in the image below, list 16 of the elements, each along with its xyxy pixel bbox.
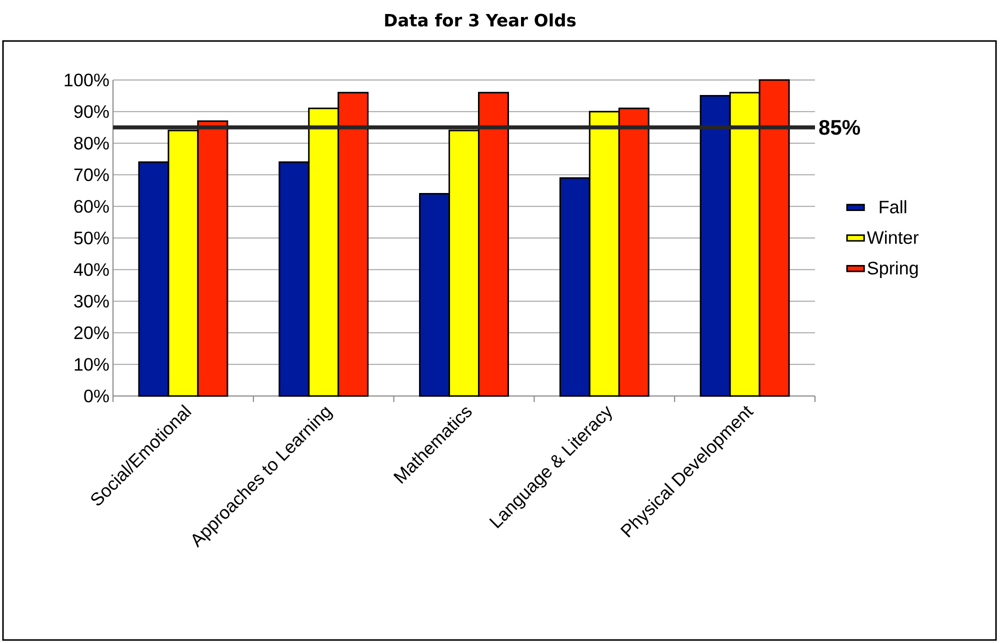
- legend-label: Spring: [868, 261, 918, 278]
- y-tick-label: 80%: [74, 136, 109, 150]
- y-tick-label: 90%: [74, 105, 109, 118]
- y-tick-label: 60%: [74, 200, 109, 213]
- y-tick-label: 40%: [74, 263, 109, 276]
- y-tick-label: 70%: [74, 168, 109, 182]
- y-tick-label: 10%: [74, 358, 109, 371]
- ref-line-label: 85%: [819, 120, 860, 135]
- y-tick-label: 0%: [84, 390, 109, 402]
- chart-title: Data for 3 Year Olds: [385, 13, 576, 27]
- y-tick-label: 30%: [74, 294, 109, 308]
- legend-label: Winter: [866, 230, 919, 244]
- y-tick-label: 100%: [64, 74, 109, 86]
- y-tick-label: 50%: [74, 232, 109, 244]
- legend-label: Fall: [880, 200, 906, 214]
- y-tick-label: 20%: [74, 326, 109, 340]
